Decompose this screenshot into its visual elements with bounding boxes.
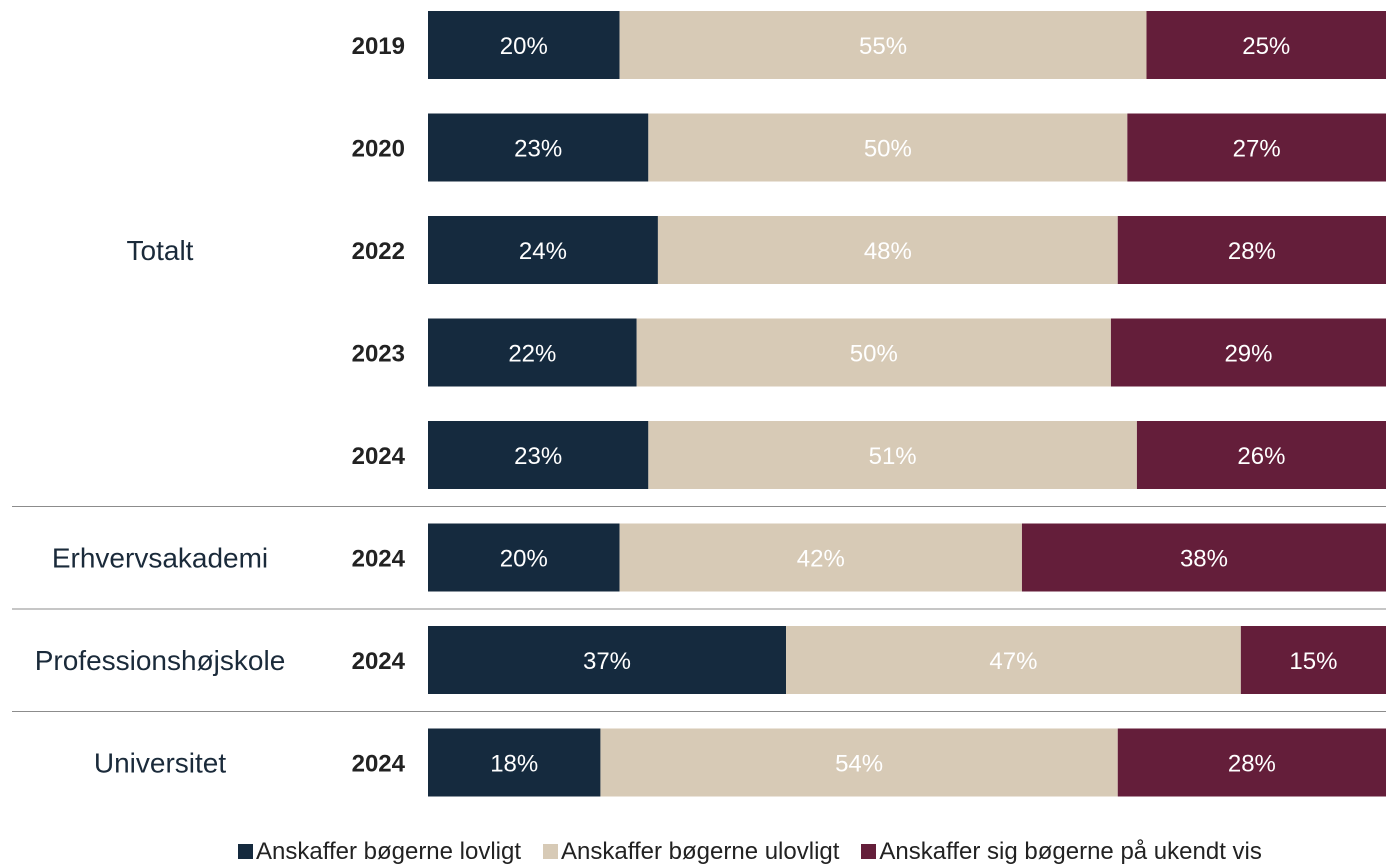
data-label: 20% [500,33,548,60]
data-label: 29% [1224,341,1272,368]
legend-swatch [861,844,876,859]
data-label: 24% [519,238,567,265]
data-label: 22% [508,341,556,368]
legend-label: Anskaffer bøgerne ulovligt [561,838,839,866]
year-label: 2024 [352,648,406,675]
data-label: 51% [869,443,917,470]
data-label: 28% [1228,751,1276,778]
group-label: Universitet [94,748,226,779]
data-label: 37% [583,648,631,675]
data-label: 55% [859,33,907,60]
stacked-bar-chart: 2019 20% 55% 25% 2020 23% 50% 27% 2022 24% 48% 28% 2… [0,0,1386,835]
group-label: Erhvervsakademi [52,543,268,574]
data-label: 42% [797,546,845,573]
data-label: 48% [864,238,912,265]
data-label: 20% [500,546,548,573]
legend-swatch [543,844,558,859]
legend-label: Anskaffer bøgerne lovligt [256,838,521,866]
data-label: 50% [850,341,898,368]
data-label: 38% [1180,546,1228,573]
year-label: 2024 [352,751,406,778]
data-label: 50% [864,136,912,163]
data-label: 25% [1242,33,1290,60]
legend-item: Anskaffer sig bøgerne på ukendt vis [861,838,1261,866]
legend-item: Anskaffer bøgerne ulovligt [543,838,839,866]
data-label: 54% [835,751,883,778]
data-label: 15% [1289,648,1337,675]
group-label: Professionshøjskole [35,645,286,676]
year-label: 2024 [352,443,406,470]
year-label: 2020 [352,136,405,163]
year-label: 2019 [352,33,405,60]
data-label: 23% [514,136,562,163]
chart-legend: Anskaffer bøgerne lovligt Anskaffer bøger… [238,838,1262,865]
year-label: 2024 [352,546,406,573]
year-label: 2023 [352,341,405,368]
data-label: 18% [490,751,538,778]
data-label: 23% [514,443,562,470]
group-label: Totalt [127,235,194,266]
legend-label: Anskaffer sig bøgerne på ukendt vis [879,838,1261,866]
data-label: 28% [1228,238,1276,265]
data-label: 47% [989,648,1037,675]
year-label: 2022 [352,238,405,265]
data-label: 26% [1237,443,1285,470]
legend-swatch [238,844,253,859]
data-label: 27% [1233,136,1281,163]
legend-item: Anskaffer bøgerne lovligt [238,838,521,866]
